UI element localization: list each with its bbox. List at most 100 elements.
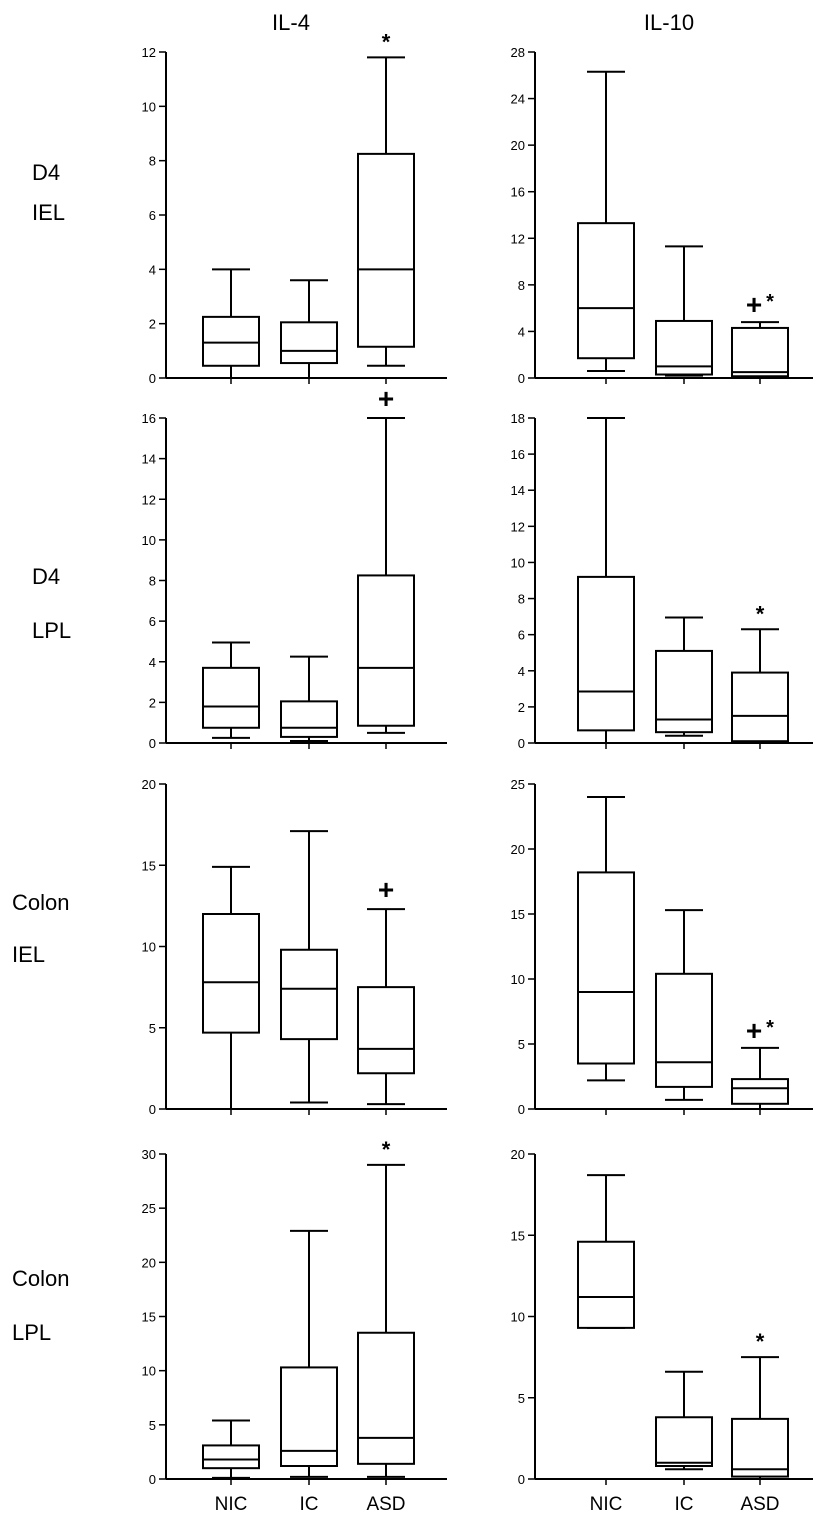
panel-4-y-tick-label: 16 [511,447,525,462]
panel-6-y-tick-label: 20 [511,842,525,857]
panel-2: 0 4 8 12 16 20 24 28 + * [511,45,813,386]
iqr-box [280,321,338,365]
panel-8-y-tick-label: 10 [511,1310,525,1325]
iqr-box [280,948,338,1041]
panel-4-y-tick-label: 12 [511,519,525,534]
column-title-il4: IL-4 [272,10,310,35]
panel-6-y-tick-label: 15 [511,907,525,922]
panel-4-y-tick-label: 8 [518,592,525,607]
panel-6-box-nic [577,796,635,1082]
panel-8-x-label-nic: NIC [590,1494,623,1515]
panel-8-box-nic [577,1174,635,1329]
panel-3-y-tick-label: 2 [149,695,156,710]
panel-6-y-tick-label: 0 [518,1102,525,1117]
iqr-box [731,671,789,743]
panel-7: 0 5 10 15 20 25 30 * NIC IC ASD [142,1137,447,1515]
panel-1-box-ic [280,279,338,379]
panel-7-box-asd [357,1163,415,1478]
panel-4-y-tick-label: 10 [511,555,525,570]
panel-8: 0 5 10 15 20 * NIC IC ASD [511,1147,813,1515]
panel-1-y-tick-label: 4 [149,262,156,277]
panel-8-x-label-asd: ASD [740,1494,779,1515]
panel-8-box-ic [655,1370,713,1471]
panel-8-x-label-ic: IC [675,1494,694,1515]
panel-1-y-tick-label: 10 [142,99,156,114]
panel-5-annotation-plus: + [378,874,394,905]
panel-5-y-tick-label: 10 [142,940,156,955]
iqr-box [655,972,713,1088]
panel-6-box-asd [731,1046,789,1110]
row-label-2-line2: LPL [32,618,71,643]
panel-8-y-tick-label: 5 [518,1391,525,1406]
panel-5-box-asd [357,908,415,1106]
panel-7-y-tick-label: 20 [142,1255,156,1270]
panel-4: 0 2 4 6 8 10 12 14 16 18 * [511,411,813,751]
panel-5-y-tick-label: 0 [149,1102,156,1117]
iqr-box [731,1078,789,1105]
panel-3-box-asd [357,417,415,734]
panel-2-y-tick-label: 16 [511,185,525,200]
iqr-box [731,1417,789,1478]
panel-4-y-tick-label: 6 [518,628,525,643]
panel-2-y-tick-label: 28 [511,45,525,60]
panel-2-box-asd [731,321,789,379]
panel-1-box-asd [357,56,415,367]
panel-7-box-ic [280,1229,338,1478]
iqr-box [577,1240,635,1329]
panel-7-box-nic [202,1419,260,1479]
row-label-4-line1: Colon [12,1266,69,1291]
iqr-box [357,1331,415,1465]
panel-6-annotation-star: * [766,1017,774,1039]
iqr-box [202,315,260,367]
panel-2-y-tick-label: 20 [511,138,525,153]
panel-7-y-tick-label: 10 [142,1364,156,1379]
panel-3-y-tick-label: 10 [142,533,156,548]
panel-3-y-tick-label: 14 [142,452,156,467]
panel-7-y-tick-label: 5 [149,1418,156,1433]
iqr-box [357,986,415,1075]
panel-3-y-tick-label: 16 [142,411,156,426]
iqr-box [202,913,260,1034]
panel-3-y-tick-label: 12 [142,492,156,507]
panel-5: 0 5 10 15 20 + [142,777,447,1117]
row-label-2-line1: D4 [32,564,60,589]
panel-6-y-tick-label: 10 [511,972,525,987]
panel-1-y-tick-label: 2 [149,317,156,332]
panel-8-y-tick-label: 15 [511,1228,525,1243]
panel-4-y-tick-label: 0 [518,736,525,751]
panel-4-box-ic [655,616,713,737]
row-label-4-line2: LPL [12,1320,51,1345]
panel-2-y-tick-label: 4 [518,324,525,339]
panel-6-y-tick-label: 5 [518,1037,525,1052]
panel-7-y-tick-label: 0 [149,1472,156,1487]
panel-1-y-tick-label: 6 [149,208,156,223]
panel-4-y-tick-label: 2 [518,700,525,715]
panel-2-annotation-plus: + [746,289,762,320]
panel-5-box-ic [280,830,338,1104]
panel-3-y-tick-label: 6 [149,614,156,629]
row-label-1-line1: D4 [32,160,60,185]
row-label-1-line2: IEL [32,200,65,225]
panel-5-y-tick-label: 5 [149,1021,156,1036]
panel-7-y-tick-label: 30 [142,1147,156,1162]
panel-1-box-nic [202,268,260,379]
panel-2-annotation-star: * [766,291,774,313]
panel-8-y-tick-label: 0 [518,1472,525,1487]
panel-7-x-label-asd: ASD [366,1494,405,1515]
iqr-box [202,1444,260,1470]
panel-3-box-nic [202,641,260,739]
panel-4-y-tick-label: 18 [511,411,525,426]
panel-6-box-ic [655,909,713,1101]
panel-2-y-tick-label: 8 [518,278,525,293]
panel-8-box-asd [731,1356,789,1480]
iqr-box [280,1366,338,1467]
panel-1-annotation-star: * [382,29,391,54]
panel-7-x-label-ic: IC [300,1494,319,1515]
iqr-box [357,574,415,727]
panel-6: 0 5 10 15 20 25 + * [511,777,813,1117]
panel-5-box-nic [202,865,260,1110]
iqr-box [577,222,635,360]
panel-4-annotation-star: * [756,601,765,626]
